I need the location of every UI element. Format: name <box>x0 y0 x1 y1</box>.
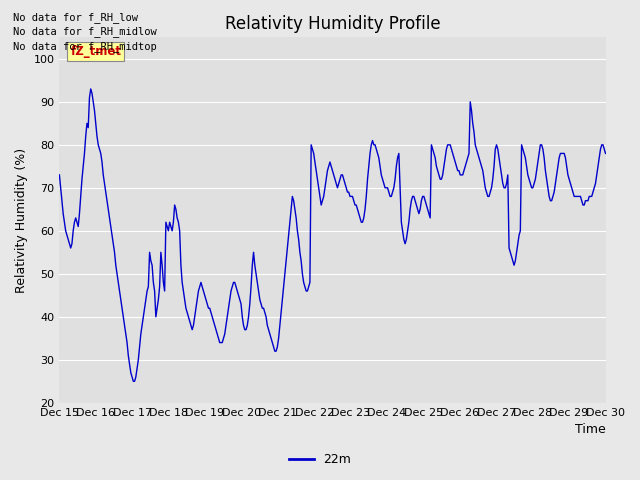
Text: fZ_tmet: fZ_tmet <box>70 45 122 58</box>
Legend: 22m: 22m <box>284 448 356 471</box>
Text: No data for f_RH_low: No data for f_RH_low <box>13 12 138 23</box>
Text: No data for f_RH_midtop: No data for f_RH_midtop <box>13 41 157 52</box>
Text: No data for f_RH_midlow: No data for f_RH_midlow <box>13 26 157 37</box>
X-axis label: Time: Time <box>575 423 605 436</box>
Title: Relativity Humidity Profile: Relativity Humidity Profile <box>225 15 440 33</box>
Y-axis label: Relativity Humidity (%): Relativity Humidity (%) <box>15 147 28 293</box>
